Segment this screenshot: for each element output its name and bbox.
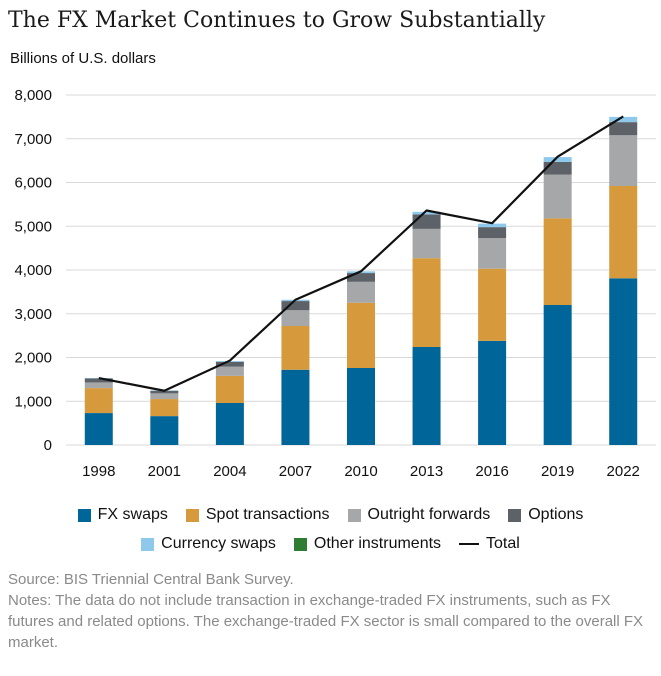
- x-tick-label: 2001: [148, 463, 181, 480]
- legend-item-fx-swaps: FX swaps: [77, 506, 168, 524]
- bar-segment: [84, 388, 113, 414]
- bar-stacks: [84, 116, 638, 445]
- legend-swatch: [77, 508, 91, 522]
- bar-segment: [347, 368, 375, 445]
- bar-segment: [215, 361, 244, 367]
- bar-segment: [150, 416, 179, 445]
- bar-segment: [84, 382, 113, 389]
- bar-segment: [281, 326, 310, 370]
- legend-swatch: [293, 537, 307, 551]
- y-tick-label: 4,000: [14, 262, 52, 279]
- bar-segment: [347, 302, 375, 368]
- bar-segment: [478, 227, 507, 239]
- bar-segment: [609, 135, 638, 186]
- legend-item-spot-transactions: Spot transactions: [185, 506, 330, 524]
- y-tick-label: 2,000: [14, 350, 52, 367]
- bar-segment: [543, 174, 572, 219]
- legend-swatch: [185, 508, 199, 522]
- x-tick-label: 2022: [607, 463, 640, 480]
- y-tick-label: 5,000: [14, 218, 52, 235]
- x-tick-label: 2019: [541, 463, 574, 480]
- x-tick-label: 2010: [344, 463, 377, 480]
- legend-label: Spot transactions: [205, 506, 330, 523]
- bar-segment: [543, 161, 572, 175]
- legend-item-total: Total: [459, 535, 520, 553]
- legend-item-outright-forwards: Outright forwards: [347, 506, 491, 524]
- x-tick-label: 1998: [82, 463, 115, 480]
- total-series-line: [98, 115, 624, 392]
- bar-segment: [543, 305, 572, 445]
- x-tick-label: 2007: [279, 463, 312, 480]
- legend-swatch: [508, 508, 522, 522]
- legend-label: FX swaps: [97, 506, 168, 523]
- bar-segment: [478, 340, 507, 445]
- total-line: [98, 115, 624, 392]
- bar-segment: [412, 228, 441, 259]
- bar-segment: [281, 301, 310, 311]
- bar-segment: [412, 214, 441, 229]
- legend-label: Other instruments: [313, 535, 442, 552]
- x-tick-label: 2013: [410, 463, 443, 480]
- y-tick-label: 8,000: [14, 87, 52, 104]
- bar-segment: [84, 378, 113, 383]
- bar-segment: [347, 273, 375, 282]
- y-tick-label: 0: [44, 437, 52, 454]
- bar-segment: [543, 218, 572, 305]
- bar-segment: [412, 258, 441, 347]
- legend-item-currency-swaps: Currency swaps: [141, 535, 276, 553]
- y-tick-label: 3,000: [14, 306, 52, 323]
- y-tick-label: 1,000: [14, 393, 52, 410]
- bar-segment: [478, 238, 507, 269]
- bar-segment: [150, 390, 179, 394]
- bar-segment: [543, 157, 572, 162]
- legend-row-1: FX swaps Spot transactions Outright forw…: [0, 506, 661, 524]
- bar-segment: [478, 223, 507, 228]
- legend-item-options: Options: [508, 506, 583, 524]
- x-tick-label: 2004: [213, 463, 246, 480]
- legend-item-other-instruments: Other instruments: [293, 535, 442, 553]
- bar-segment: [609, 122, 638, 136]
- bar-segment: [215, 403, 244, 445]
- bar-segment: [609, 186, 638, 279]
- x-axis-tick-labels: 1998 2001 2004 2007 2010 2013 2016 2019 2022: [82, 463, 640, 480]
- bar-segment: [281, 310, 310, 326]
- bar-segment: [150, 393, 179, 400]
- legend-swatch: [141, 537, 155, 551]
- y-tick-label: 6,000: [14, 175, 52, 192]
- chart-title: The FX Market Continues to Grow Substant…: [8, 8, 546, 33]
- legend-label: Options: [528, 506, 584, 523]
- legend-label: Total: [486, 535, 520, 552]
- footnotes: Source: BIS Triennial Central Bank Surve…: [8, 569, 653, 653]
- notes-text: Notes: The data do not include transacti…: [8, 592, 644, 651]
- x-tick-label: 2016: [475, 463, 508, 480]
- legend-swatch: [347, 508, 361, 522]
- bar-segment: [347, 281, 375, 303]
- legend-label: Outright forwards: [367, 506, 491, 523]
- bar-segment: [412, 211, 441, 215]
- y-axis-tick-labels: 0 1,000 2,000 3,000 4,000 5,000 6,000 7,000 8,00…: [14, 87, 52, 454]
- bar-segment: [281, 369, 310, 445]
- bar-segment: [84, 413, 113, 445]
- bar-segment: [478, 268, 507, 341]
- bar-segment: [609, 278, 638, 445]
- stacked-bar-chart: 0 1,000 2,000 3,000 4,000 5,000 6,000 7,000 8,00…: [14, 87, 656, 480]
- bar-segment: [215, 375, 244, 403]
- legend-line-swatch: [459, 543, 480, 545]
- bar-segment: [150, 399, 179, 417]
- legend-row-2: Currency swaps Other instruments Total: [0, 535, 661, 553]
- y-tick-label: 7,000: [14, 131, 52, 148]
- bar-segment: [412, 347, 441, 445]
- source-note: Source: BIS Triennial Central Bank Surve…: [8, 571, 294, 588]
- bar-segment: [215, 366, 244, 376]
- y-axis-unit-label: Billions of U.S. dollars: [10, 50, 156, 67]
- legend-label: Currency swaps: [161, 535, 276, 552]
- bar-segment: [609, 116, 638, 123]
